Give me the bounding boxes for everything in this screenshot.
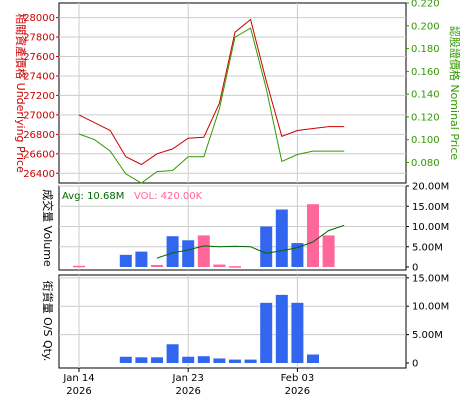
volume-bar: [260, 226, 273, 267]
os-qty-bar: [151, 357, 163, 363]
os-qty-y-tick-label: 10.00M: [412, 302, 449, 313]
left-y-tick-label: 27400: [23, 71, 55, 82]
right-y-tick-label: 0.080: [411, 158, 440, 169]
ticks-layer: Jan 14 2026 Jan 23 2026 Feb 03 2026 26400 26600…: [23, 0, 449, 397]
volume-y-tick-label: 15.00M: [412, 202, 449, 213]
volume-y-tick-label: 10.00M: [412, 222, 449, 233]
volume-bar: [166, 236, 179, 267]
left-y-tick-label: 28000: [23, 13, 55, 24]
lines-layer: [78, 18, 345, 259]
right-y-tick-label: 0.200: [411, 21, 440, 32]
volume-average-line: [156, 224, 345, 259]
volume-bar: [119, 254, 132, 267]
os-qty-y-tick-label: 5.00M: [412, 330, 443, 341]
os-qty-bar: [119, 356, 132, 363]
volume-bar: [151, 264, 163, 267]
volume-y-tick-label: 20.00M: [412, 182, 449, 193]
x-tick-label-year: 2026: [175, 386, 200, 397]
right-y-tick-label: 0.140: [411, 90, 440, 101]
right-y-tick-label: 0.100: [411, 135, 440, 146]
x-tick-label-year: 2026: [66, 386, 91, 397]
left-y-tick-label: 27200: [23, 91, 55, 102]
os-qty-axis-title: 街貨量 O/S Qty.: [41, 281, 55, 362]
left-y-tick-label: 27600: [23, 52, 55, 63]
volume-bar: [275, 209, 288, 267]
os-qty-bar: [275, 294, 288, 363]
os-qty-bar: [229, 359, 241, 363]
os-qty-panel-frame: [58, 274, 407, 369]
price-panel-frame: [58, 2, 407, 184]
volume-bar: [213, 264, 226, 267]
os-qty-bar: [291, 302, 304, 363]
volume-y-tick-label: 0: [412, 263, 418, 274]
x-tick-label-date: Jan 14: [62, 373, 94, 384]
os-qty-y-tick-label: 0: [412, 359, 418, 370]
right-y-tick-label: 0.160: [411, 67, 440, 78]
avg-volume-label: Avg: 10.68M: [62, 191, 124, 202]
bars-layer: [73, 204, 335, 363]
os-qty-bar: [307, 354, 319, 363]
os-qty-bar: [260, 302, 273, 363]
x-tick-label-date: Jan 23: [172, 373, 204, 384]
volume-bar: [135, 251, 148, 267]
volume-bar: [73, 265, 85, 268]
volume-bar: [307, 204, 319, 267]
os-qty-bar: [135, 357, 148, 363]
volume-y-tick-label: 5.00M: [412, 242, 443, 253]
right-y-tick-label: 0.120: [411, 112, 440, 123]
os-qty-bar: [182, 356, 195, 363]
nominal-price-line: [78, 27, 345, 184]
left-y-tick-label: 27000: [23, 110, 55, 121]
x-tick-label-date: Feb 03: [281, 373, 315, 384]
left-y-tick-label: 26400: [23, 169, 55, 180]
left-y-tick-label: 26800: [23, 130, 55, 141]
right-y-tick-label: 0.220: [411, 0, 440, 10]
nominal-axis-title: 認股證價格 Nominal Price: [448, 26, 462, 161]
left-y-tick-label: 26600: [23, 149, 55, 160]
os-qty-bar: [213, 358, 226, 363]
volume-bar: [291, 243, 304, 267]
volume-axis-title: 成交量 Volume: [41, 189, 55, 267]
x-tick-label-year: 2026: [285, 386, 310, 397]
left-y-tick-label: 27800: [23, 33, 55, 44]
os-qty-bar: [166, 344, 179, 363]
volume-bar: [322, 235, 335, 267]
volume-panel-frame: [58, 185, 407, 271]
volume-bar: [182, 240, 195, 267]
underlying-axis-title: 相關資產價格 Underlying Price: [14, 13, 28, 173]
os-qty-bar: [244, 359, 257, 363]
volume-bar: [197, 235, 210, 267]
underlying-price-line: [78, 18, 345, 166]
os-qty-y-tick-label: 15.00M: [412, 273, 449, 284]
volume-bar: [229, 266, 241, 268]
current-volume-label: VOL: 420.00K: [134, 191, 203, 202]
right-y-tick-label: 0.180: [411, 44, 440, 55]
os-qty-bar: [197, 356, 210, 363]
